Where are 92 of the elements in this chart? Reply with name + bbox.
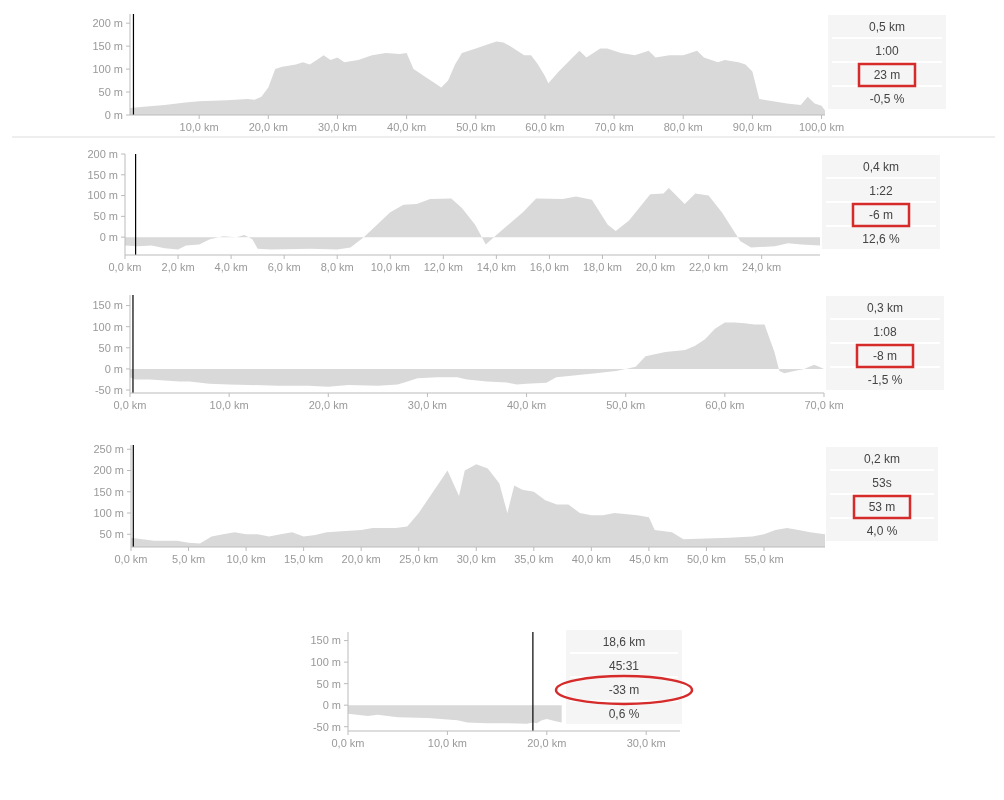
y-tick-label: 50 m <box>316 677 341 690</box>
x-tick-label: 20,0 km <box>248 121 288 133</box>
text: -0,5 % <box>869 92 905 107</box>
y-tick-label: 50 m <box>98 341 123 354</box>
x-tick-label: 0,0 km <box>331 737 365 749</box>
y-tick-label: 150 m <box>87 168 118 181</box>
y-tick-label: 0 m <box>322 699 341 712</box>
x-tick-label: 30,0 km <box>626 737 666 749</box>
text: 53s <box>872 476 892 491</box>
x-tick-label: 4,0 km <box>214 261 248 273</box>
x-tick-label: 45,0 km <box>629 553 669 565</box>
y-tick-label: 200 m <box>87 147 118 160</box>
x-tick-label: 20,0 km <box>635 261 676 273</box>
x-tick-label: 30,0 km <box>456 553 496 565</box>
y-tick-label: 150 m <box>310 634 341 647</box>
x-tick-label: 70,0 km <box>804 399 844 411</box>
x-tick-label: 10,0 km <box>370 261 410 273</box>
x-tick-label: 10,0 km <box>179 121 219 133</box>
text: 1:22 <box>869 184 893 199</box>
y-tick-label: -50 m <box>312 720 341 733</box>
text: -8 m <box>873 349 897 364</box>
y-tick-label: 100 m <box>93 506 124 519</box>
x-tick-label: 40,0 km <box>507 399 547 411</box>
y-tick-label: 50 m <box>99 528 124 541</box>
x-tick-label: 60,0 km <box>705 399 745 411</box>
x-tick-label: 20,0 km <box>341 553 381 565</box>
annotation: 18,6 km <box>602 635 646 650</box>
x-tick-label: 50,0 km <box>606 399 646 411</box>
x-tick-label: 15,0 km <box>284 553 324 565</box>
y-tick-label: 0 m <box>104 108 123 121</box>
text: 0,2 km <box>863 452 901 467</box>
x-tick-label: 25,0 km <box>399 553 439 565</box>
text: 0,5 km <box>868 20 906 35</box>
x-tick-label: 35,0 km <box>514 553 554 565</box>
annotation: 45:31 <box>608 659 640 674</box>
annotation: 0,6 % <box>608 707 640 722</box>
x-tick-label: 0,0 km <box>113 399 147 411</box>
x-tick-label: 10,0 km <box>226 553 266 565</box>
y-tick-label: 50 m <box>98 85 123 98</box>
y-tick-label: 150 m <box>92 39 123 52</box>
y-tick-label: 50 m <box>93 210 118 223</box>
text: 53 m <box>868 500 896 515</box>
y-tick-label: -50 m <box>94 383 123 396</box>
y-tick-label: 100 m <box>87 189 118 202</box>
x-tick-label: 20,0 km <box>527 737 567 749</box>
y-tick-label: 200 m <box>92 17 123 30</box>
x-tick-label: 2,0 km <box>161 261 195 273</box>
x-tick-label: 18,0 km <box>582 261 623 273</box>
x-tick-label: 5,0 km <box>172 553 206 565</box>
x-tick-label: 10,0 km <box>427 737 467 749</box>
annotation: -33 m <box>608 683 640 698</box>
y-tick-label: 200 m <box>93 464 124 477</box>
x-tick-label: 100,0 km <box>798 121 845 133</box>
x-tick-label: 60,0 km <box>525 121 565 133</box>
text: -6 m <box>869 208 893 223</box>
x-tick-label: 6,0 km <box>267 261 301 273</box>
x-tick-label: 70,0 km <box>594 121 634 133</box>
x-tick-label: 22,0 km <box>689 261 729 273</box>
x-tick-label: 55,0 km <box>744 553 784 565</box>
text: -1,5 % <box>867 373 903 388</box>
x-tick-label: 24,0 km <box>742 261 782 273</box>
x-tick-label: 0,0 km <box>114 553 148 565</box>
y-tick-label: 0 m <box>99 230 118 243</box>
y-tick-label: 0 m <box>104 362 123 375</box>
y-tick-label: 100 m <box>310 655 341 668</box>
y-tick-label: 100 m <box>92 320 123 333</box>
text: 1:00 <box>875 44 899 59</box>
x-tick-label: 50,0 km <box>456 121 496 133</box>
x-tick-label: 30,0 km <box>317 121 358 133</box>
x-tick-label: 0,0 km <box>108 261 142 273</box>
x-tick-label: 90,0 km <box>732 121 772 133</box>
x-tick-label: 8,0 km <box>320 261 354 273</box>
y-tick-label: 150 m <box>92 299 123 312</box>
x-tick-label: 40,0 km <box>387 121 427 133</box>
x-tick-label: 50,0 km <box>686 553 727 565</box>
text: 0,3 km <box>866 301 904 316</box>
x-tick-label: 80,0 km <box>663 121 703 133</box>
y-tick-label: 250 m <box>93 443 124 456</box>
x-tick-label: 12,0 km <box>423 261 463 273</box>
x-tick-label: 40,0 km <box>571 553 611 565</box>
text: 1:08 <box>873 325 897 340</box>
x-tick-label: 14,0 km <box>476 261 516 273</box>
text: 4,0 % <box>866 524 898 539</box>
x-tick-label: 16,0 km <box>529 261 569 273</box>
x-tick-label: 20,0 km <box>308 399 348 411</box>
y-tick-label: 100 m <box>92 62 123 75</box>
x-tick-label: 30,0 km <box>407 399 447 411</box>
text: 12,6 % <box>862 232 901 247</box>
x-tick-label: 10,0 km <box>209 399 249 411</box>
y-tick-label: 150 m <box>93 485 124 498</box>
text: 0,4 km <box>862 160 900 175</box>
text: 23 m <box>873 68 901 83</box>
